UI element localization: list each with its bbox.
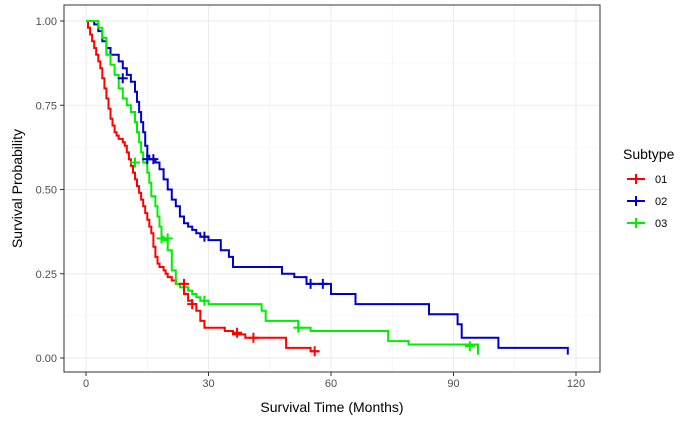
y-tick-label: 0.25 bbox=[36, 269, 57, 281]
series-lines bbox=[86, 20, 569, 355]
y-tick-label: 0.75 bbox=[36, 100, 57, 112]
y-axis-ticks: 0.00 0.25 0.50 0.75 1.00 bbox=[36, 16, 64, 365]
censor-mark-01 bbox=[309, 346, 320, 357]
censor-mark-03 bbox=[199, 295, 210, 306]
censor-mark-03 bbox=[130, 157, 140, 168]
legend-item-03: 03 bbox=[627, 218, 667, 230]
censor-mark-02 bbox=[199, 231, 210, 242]
censor-mark-03 bbox=[293, 322, 304, 333]
x-tick-label: 120 bbox=[567, 378, 585, 390]
censor-mark-01 bbox=[248, 332, 259, 343]
legend-item-02: 02 bbox=[627, 196, 667, 208]
x-tick-label: 30 bbox=[202, 378, 214, 390]
y-axis-title: Survival Probability bbox=[9, 129, 25, 248]
legend-label: 02 bbox=[655, 196, 667, 208]
censor-mark-02 bbox=[117, 73, 128, 84]
legend: 01 02 03 bbox=[627, 174, 667, 230]
series-line-02 bbox=[86, 20, 569, 355]
censor-mark-02 bbox=[317, 278, 328, 289]
series-line-03 bbox=[86, 20, 479, 355]
series-line-01 bbox=[86, 20, 319, 353]
plot-border bbox=[63, 4, 601, 373]
censor-mark-02 bbox=[148, 154, 159, 165]
censor-mark-01 bbox=[232, 327, 243, 338]
legend-label: 03 bbox=[655, 218, 667, 230]
censor-mark-03 bbox=[162, 233, 173, 244]
legend-label: 01 bbox=[655, 174, 667, 186]
censor-marks bbox=[117, 73, 475, 357]
y-tick-label: 0.50 bbox=[36, 185, 57, 197]
censor-mark-01 bbox=[179, 278, 189, 289]
x-tick-label: 90 bbox=[447, 378, 459, 390]
censor-mark-02 bbox=[305, 278, 316, 289]
x-tick-label: 60 bbox=[325, 378, 337, 390]
censor-mark-01 bbox=[187, 299, 198, 310]
grid bbox=[64, 5, 600, 372]
x-axis-ticks: 0 30 60 90 120 bbox=[83, 372, 585, 390]
legend-title: Subtype bbox=[623, 146, 675, 162]
x-axis-title: Survival Time (Months) bbox=[260, 399, 403, 415]
y-tick-label: 1.00 bbox=[36, 16, 57, 28]
legend-item-01: 01 bbox=[627, 174, 667, 186]
censor-mark-03 bbox=[464, 341, 475, 352]
y-tick-label: 0.00 bbox=[36, 353, 57, 365]
x-tick-label: 0 bbox=[83, 378, 89, 390]
